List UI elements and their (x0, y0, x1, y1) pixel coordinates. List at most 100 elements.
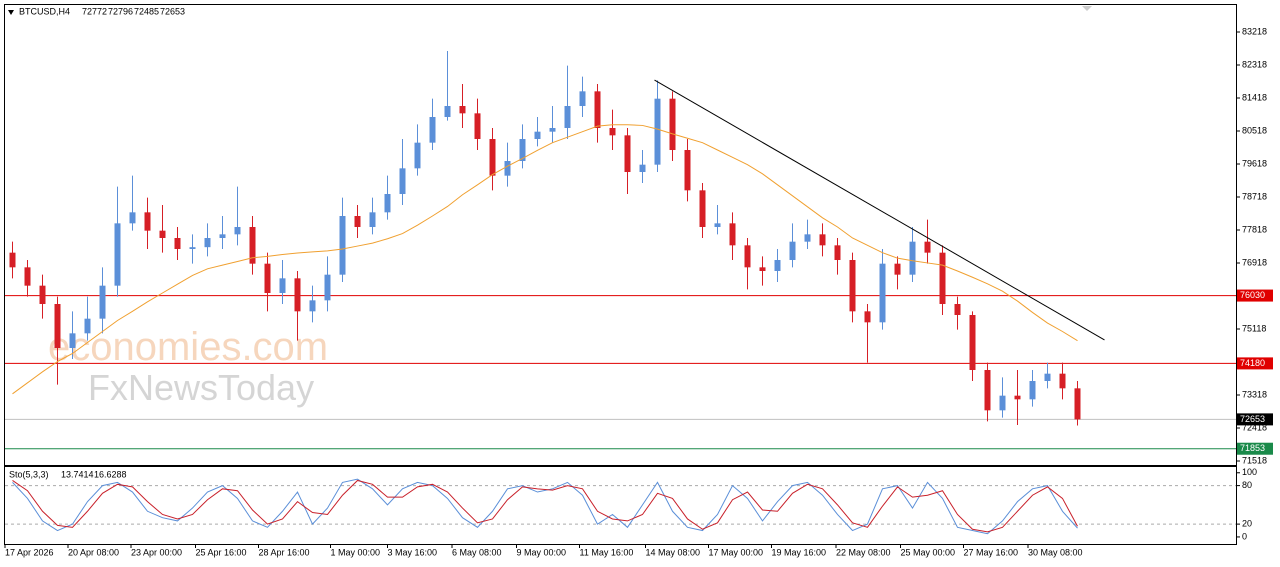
candle-body (609, 128, 616, 136)
candle-body (459, 106, 466, 114)
y-tick-label: 73318 (1242, 389, 1267, 399)
candle-body (879, 263, 886, 323)
x-tick-label: 28 Apr 16:00 (259, 547, 310, 557)
candle-body (564, 106, 571, 129)
candle-body (819, 234, 826, 246)
stoch-line (12, 478, 1078, 535)
level-label: 72653 (1240, 414, 1265, 424)
candle-body (99, 285, 106, 319)
level-label-box (1237, 413, 1273, 426)
candle-body (714, 223, 721, 228)
y-tick-label: 81418 (1242, 92, 1267, 102)
y-tick-label: 82318 (1242, 59, 1267, 69)
x-tick-label: 27 May 16:00 (964, 547, 1019, 557)
y-tick-label: 77818 (1242, 224, 1267, 234)
candle-body (294, 278, 301, 312)
candle-body (174, 238, 181, 250)
candle-body (684, 150, 691, 191)
candle-body (534, 131, 541, 140)
level-label: 76030 (1240, 290, 1265, 300)
candle-body (744, 245, 751, 268)
candle-body (579, 91, 586, 107)
y-tick-label: 79618 (1242, 158, 1267, 168)
candle-body (234, 227, 241, 235)
stoch-line (12, 479, 1078, 533)
candle-body (639, 164, 646, 173)
candle-body (384, 194, 391, 213)
candle-body (804, 234, 811, 242)
main-panel (4, 4, 1237, 466)
y-tick-label: 0 (1242, 531, 1247, 541)
level-label: 74180 (1240, 358, 1265, 368)
header-value: 72653 (160, 6, 185, 16)
x-tick-label: 9 May 00:00 (517, 547, 567, 557)
level-label-box (1237, 442, 1273, 455)
candle-body (474, 113, 481, 140)
candle-body (789, 241, 796, 261)
header-value: 72485 (134, 6, 159, 16)
watermark: FxNewsToday (88, 367, 314, 408)
stoch-value: 16.6288 (94, 469, 127, 479)
candle-body (309, 300, 316, 312)
candle-body (1044, 373, 1051, 381)
candle-body (504, 161, 511, 176)
candle-body (774, 260, 781, 272)
candle-body (654, 98, 661, 165)
candle-body (444, 106, 451, 118)
candle-body (849, 260, 856, 312)
candle-body (624, 135, 631, 173)
level-label-box (1237, 357, 1273, 370)
menu-triangle[interactable] (8, 10, 14, 15)
candle-body (894, 263, 901, 275)
candle-body (24, 267, 31, 286)
candle-body (1059, 373, 1066, 389)
x-tick-label: 6 May 08:00 (452, 547, 502, 557)
candle-body (429, 117, 436, 143)
y-tick-label: 80 (1242, 480, 1252, 490)
x-tick-label: 19 May 16:00 (772, 547, 827, 557)
y-tick-label: 71518 (1242, 455, 1267, 465)
x-tick-label: 11 May 16:00 (580, 547, 634, 557)
moving-average (12, 124, 1078, 395)
candle-body (549, 128, 556, 132)
candle-body (984, 369, 991, 411)
candle-body (414, 142, 421, 169)
header-value: 72796 (108, 6, 133, 16)
candle-body (969, 314, 976, 370)
y-tick-label: 78718 (1242, 191, 1267, 201)
candle-body (354, 216, 361, 228)
x-tick-label: 30 May 08:00 (1028, 547, 1083, 557)
x-tick-label: 22 May 08:00 (836, 547, 891, 557)
stoch-panel (4, 466, 1237, 545)
x-tick-label: 3 May 16:00 (388, 547, 438, 557)
candle-body (129, 212, 136, 224)
candle-body (1074, 388, 1081, 420)
candle-body (54, 304, 61, 348)
stoch-value: 13.7414 (61, 469, 94, 479)
candle-body (1014, 395, 1021, 400)
candle-body (114, 223, 121, 286)
scroll-marker (1082, 6, 1092, 11)
candle-body (339, 216, 346, 275)
x-tick-label: 14 May 08:00 (646, 547, 701, 557)
candle-body (324, 274, 331, 301)
symbol-title: BTCUSD,H4 (19, 6, 70, 16)
candle-body (759, 267, 766, 272)
watermark: economies.com (48, 325, 328, 369)
x-tick-label: 25 May 00:00 (901, 547, 956, 557)
candle-body (864, 311, 871, 323)
candle-body (939, 252, 946, 305)
candle-body (909, 241, 916, 275)
candle-body (729, 223, 736, 246)
candle-body (489, 139, 496, 176)
x-tick-label: 17 May 00:00 (709, 547, 764, 557)
y-tick-label: 100 (1242, 467, 1257, 477)
x-tick-label: 25 Apr 16:00 (196, 547, 247, 557)
candle-body (369, 212, 376, 228)
candle-body (144, 212, 151, 231)
candle-body (954, 304, 961, 315)
y-tick-label: 80518 (1242, 125, 1267, 135)
candle-body (594, 91, 601, 129)
candle-body (519, 139, 526, 162)
